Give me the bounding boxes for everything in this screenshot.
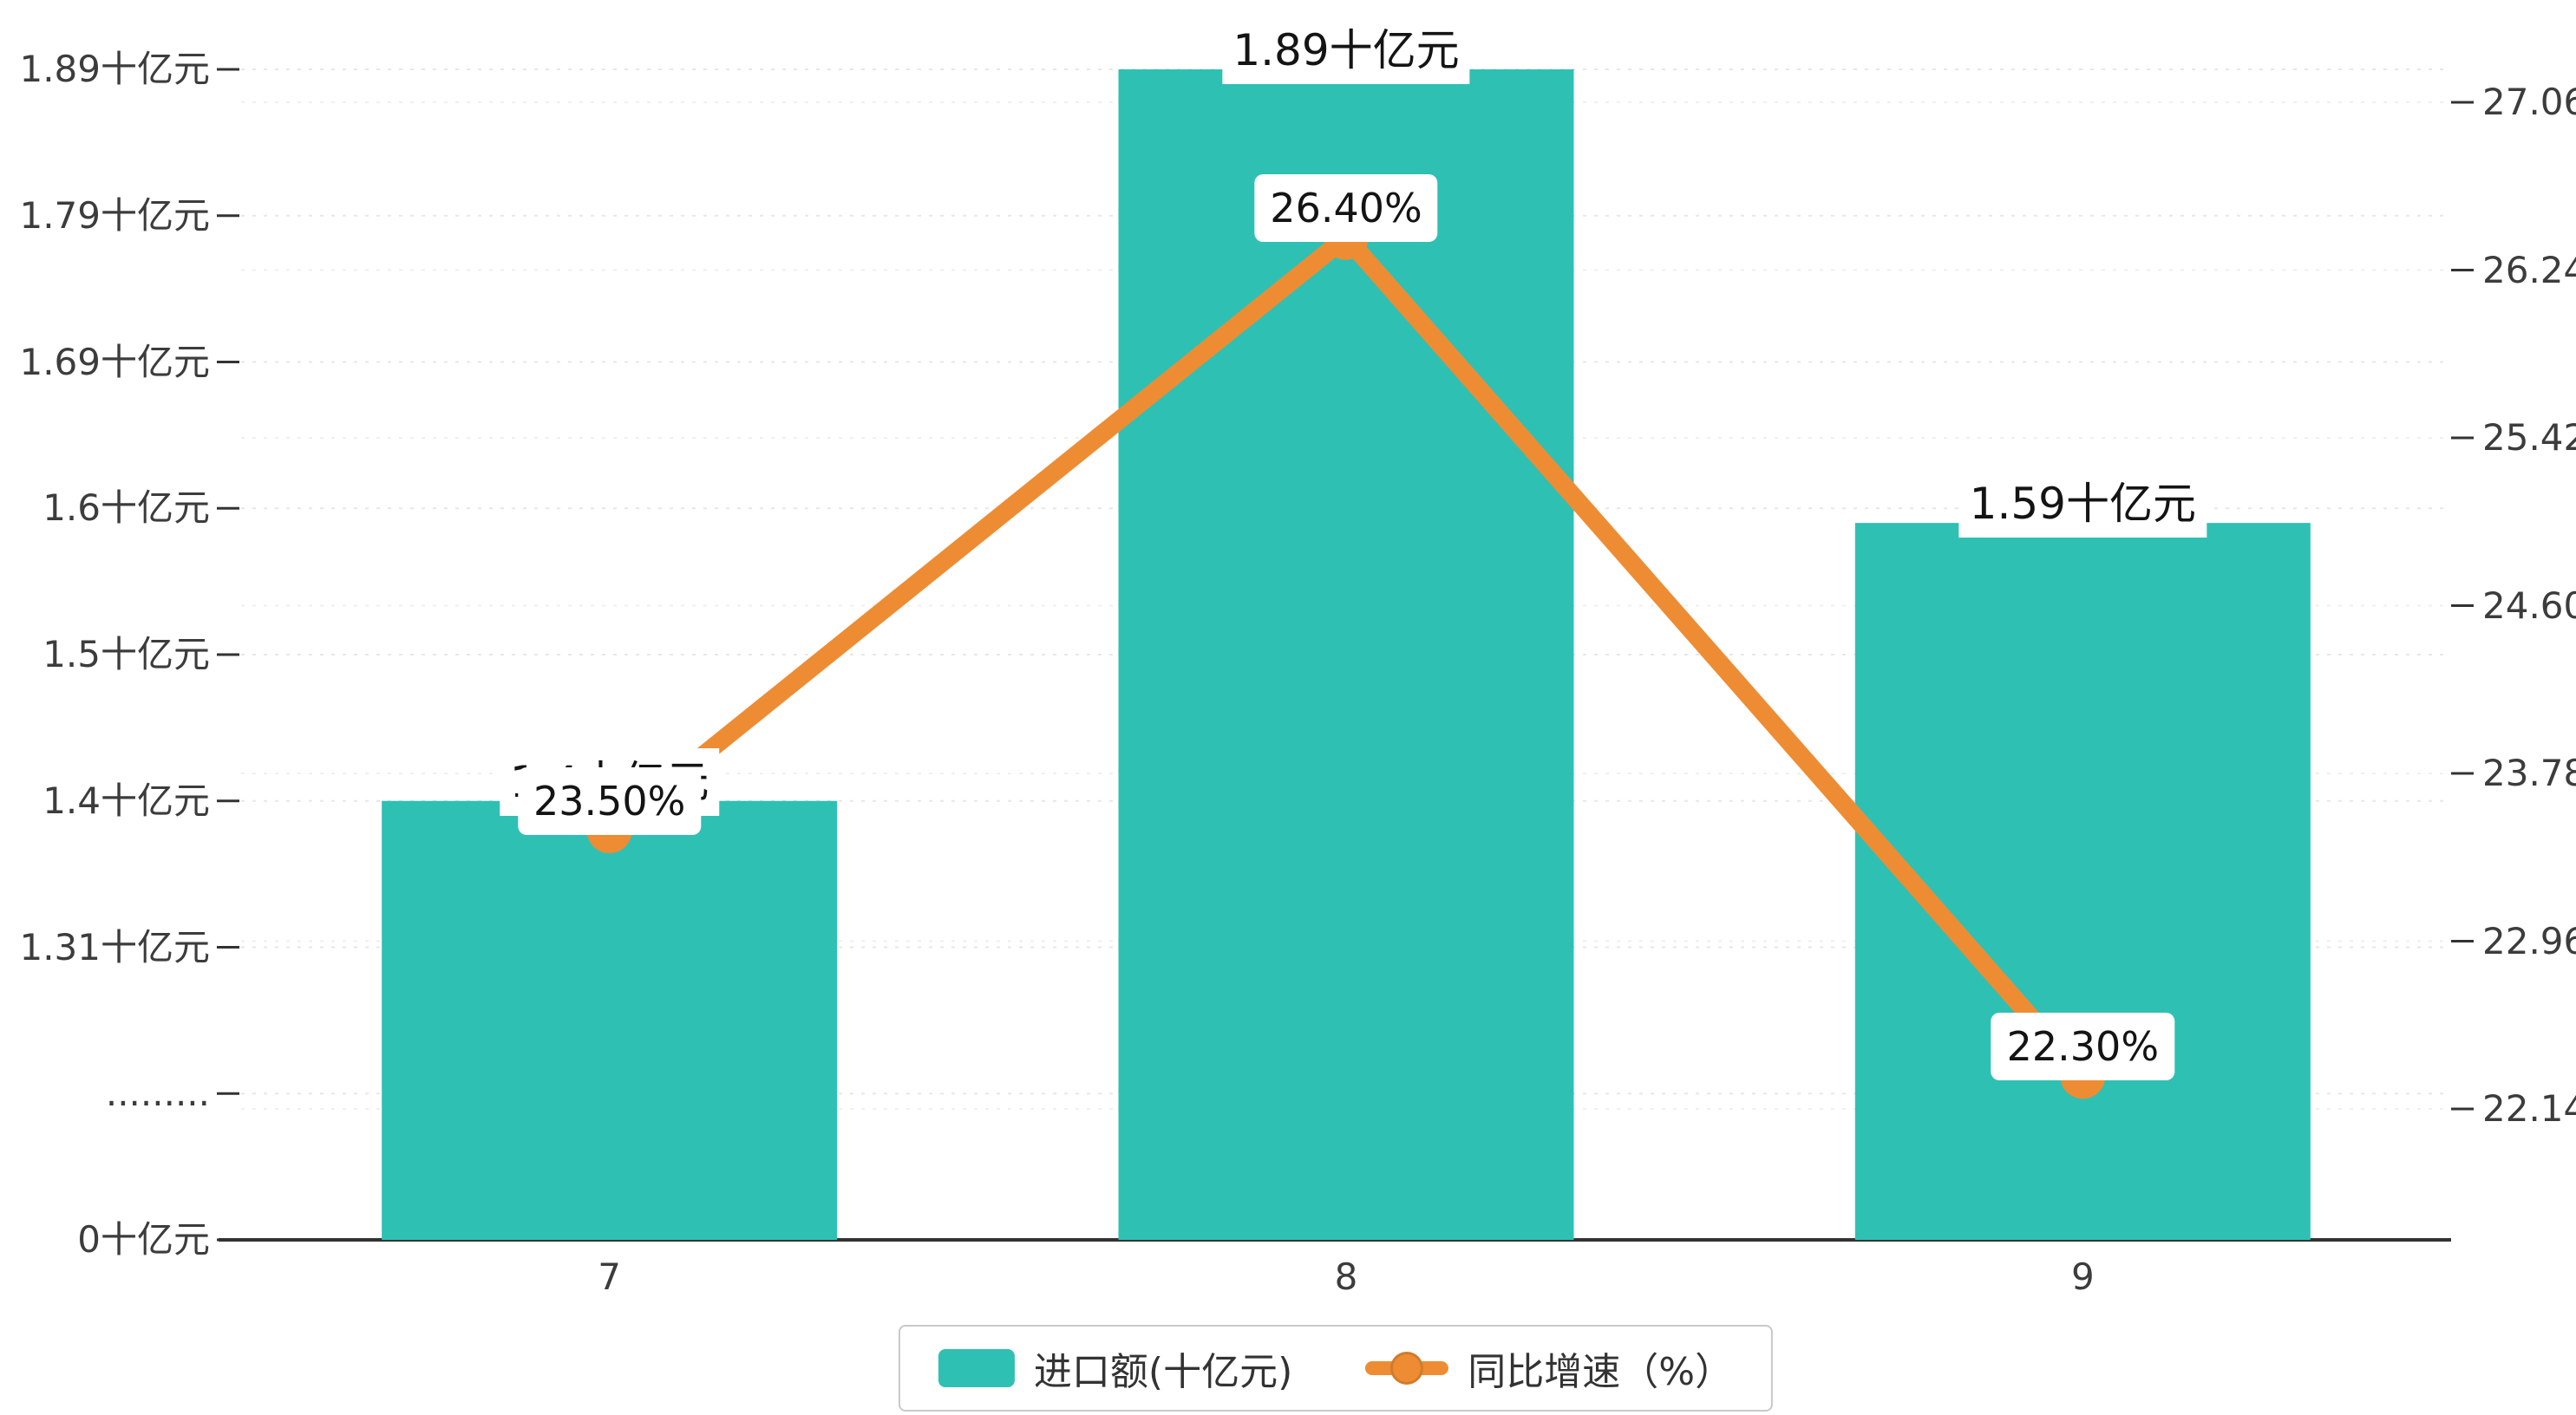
x-axis-label: 8	[1334, 1255, 1358, 1298]
x-axis-label: 7	[598, 1255, 622, 1298]
x-axis-label: 9	[2070, 1255, 2095, 1298]
bar-7	[382, 800, 838, 1240]
left-axis-label: .........	[105, 1072, 210, 1115]
bar-9	[1854, 523, 2311, 1240]
legend-item-line[interactable]: 同比增速（%）	[1365, 1340, 1733, 1396]
legend-item-bar[interactable]: 进口额(十亿元)	[938, 1340, 1292, 1396]
legend: 进口额(十亿元) 同比增速（%）	[898, 1325, 1774, 1412]
left-axis-label: 1.4十亿元	[42, 779, 210, 822]
legend-line-dot-icon	[1390, 1352, 1424, 1385]
legend-item-label: 同比增速（%）	[1468, 1350, 1734, 1394]
bar-value-label: 1.89十亿元	[1222, 16, 1470, 84]
left-axis-label: 0十亿元	[77, 1218, 210, 1261]
right-axis-label: 22.14	[2482, 1087, 2576, 1130]
line-value-label: 26.40%	[1254, 173, 1438, 242]
left-axis-label: 1.69十亿元	[19, 340, 210, 383]
right-axis-label: 22.96	[2482, 919, 2576, 962]
left-axis-label: 1.89十亿元	[19, 48, 210, 90]
legend-item-label: 进口额(十亿元)	[1033, 1350, 1293, 1394]
right-axis-label: 23.78	[2482, 752, 2576, 794]
left-axis-label: 1.6十亿元	[42, 486, 210, 530]
legend-bar-swatch-icon	[938, 1349, 1015, 1387]
line-value-label: 23.50%	[517, 767, 702, 836]
bar-value-label: 1.59十亿元	[1958, 470, 2207, 538]
left-axis-label: 1.5十亿元	[42, 633, 210, 675]
bar-8	[1118, 69, 1574, 1240]
right-axis-label: 27.06	[2482, 81, 2576, 123]
right-axis-label: 24.60	[2482, 584, 2576, 627]
left-axis-label: 1.79十亿元	[19, 193, 210, 237]
line-value-label: 22.30%	[1991, 1013, 2175, 1081]
left-axis-label: 1.31十亿元	[19, 925, 210, 968]
legend-line-marker-icon	[1365, 1352, 1449, 1385]
right-axis-label: 26.24	[2482, 248, 2576, 291]
right-axis-label: 25.42	[2482, 416, 2576, 459]
